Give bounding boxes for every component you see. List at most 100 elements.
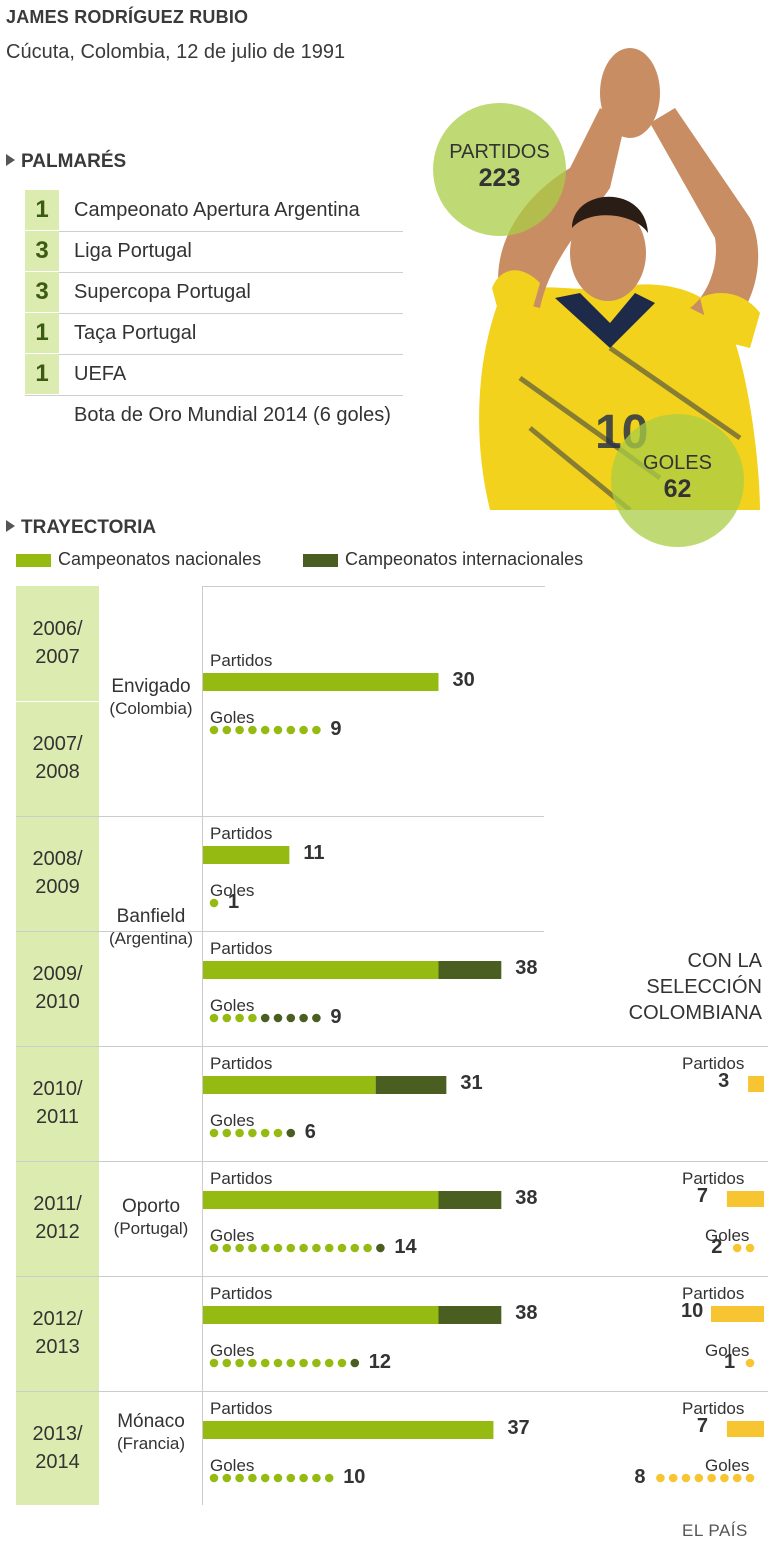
seleccion-goal-dot: [681, 1473, 691, 1483]
goal-dot-national: [337, 1358, 347, 1368]
season-label-line: 2011: [35, 1106, 79, 1128]
season-label-line: 2010: [35, 991, 80, 1013]
season-label: 2013/2014: [16, 1420, 99, 1476]
seleccion-partidos-label: Partidos: [682, 1169, 745, 1188]
total-goles-value: 62: [663, 475, 692, 503]
trayectoria-title: TRAYECTORIA: [6, 517, 156, 539]
palmares-title: PALMARÉS: [6, 151, 126, 173]
seleccion-partidos-label: Partidos: [682, 1399, 745, 1418]
goles-value: 9: [330, 1006, 342, 1028]
seleccion-goles-value: 8: [634, 1466, 646, 1488]
legend-national-label: Campeonatos nacionales: [58, 549, 262, 569]
total-partidos-label: PARTIDOS: [449, 141, 550, 163]
palmares-item: 3 Liga Portugal: [25, 231, 403, 273]
goal-dot-national: [260, 1473, 270, 1483]
palmares-title-text: PALMARÉS: [21, 151, 127, 172]
goles-label: Goles: [210, 881, 255, 900]
goal-dot-national: [312, 1358, 321, 1368]
goal-dot-national: [273, 1128, 283, 1138]
partidos-bar-national: [203, 1076, 376, 1094]
season-label-line: 2006/: [32, 618, 83, 640]
partidos-bar-international: [438, 961, 502, 979]
partidos-bar-national: [203, 1421, 494, 1439]
goal-dot-national: [312, 1243, 321, 1253]
season-label-line: 2014: [35, 1451, 80, 1473]
seleccion-partidos-bar: [726, 1191, 764, 1207]
seleccion-title-line: SELECCIÓN: [646, 976, 762, 998]
season-label: 2010/2011: [16, 1075, 99, 1131]
season-label: 2009/2010: [16, 960, 99, 1016]
seleccion-partidos-bar: [748, 1076, 764, 1092]
palmares-count: 3: [25, 231, 59, 271]
player-photo: 10: [479, 48, 760, 510]
club-name: Mónaco (Francia): [96, 1411, 206, 1455]
goal-dot-national: [363, 1243, 372, 1253]
partidos-bar-national: [203, 1306, 439, 1324]
seleccion-partidos-bar: [726, 1421, 764, 1437]
season-separator: [16, 701, 99, 702]
goal-dot-national: [324, 1473, 334, 1483]
seleccion-partidos-bar: [711, 1306, 764, 1322]
seleccion-goles-label: Goles: [705, 1226, 750, 1245]
total-partidos-circle: PARTIDOS 223: [433, 103, 566, 236]
goal-dot-international: [286, 1128, 296, 1138]
goal-dot-international: [376, 1243, 385, 1253]
legend-national-swatch: [16, 554, 51, 567]
palmares-title-item: Liga Portugal: [74, 240, 192, 262]
partidos-label: Partidos: [210, 939, 273, 958]
seleccion-partidos-value: 7: [696, 1415, 709, 1437]
goal-dot-national: [286, 1473, 296, 1483]
partidos-value: 38: [515, 1187, 538, 1209]
partidos-label: Partidos: [210, 824, 273, 843]
seleccion-goles-value: 1: [724, 1351, 736, 1373]
palmares-title-item: UEFA: [74, 363, 127, 385]
bullet-triangle-icon: [6, 520, 15, 532]
club-country-text: (Francia): [116, 1434, 185, 1453]
goles-label: Goles: [210, 1456, 255, 1475]
goal-dot-national: [299, 1358, 308, 1368]
goal-dot-national: [273, 1243, 283, 1253]
goal-dot-national: [273, 1358, 283, 1368]
goal-dot-national: [286, 725, 296, 735]
seleccion-partidos-label: Partidos: [682, 1284, 745, 1303]
seleccion-title-line: COLOMBIANA: [628, 1002, 762, 1024]
goal-dot-national: [324, 1243, 334, 1253]
partidos-value: 31: [460, 1072, 483, 1094]
palmares-title-item: Campeonato Apertura Argentina: [74, 199, 360, 221]
legend-international-label: Campeonatos internacionales: [345, 549, 584, 569]
club-name-text: Banfield: [116, 906, 186, 927]
goles-label: Goles: [210, 996, 255, 1015]
season-label-line: 2012/: [32, 1308, 83, 1330]
season-label-line: 2008: [35, 761, 80, 783]
season-column: [16, 586, 99, 1505]
goal-dot-national: [299, 725, 308, 735]
goles-value: 14: [394, 1236, 417, 1258]
goles-label: Goles: [210, 1111, 255, 1130]
palmares-count: 1: [25, 190, 59, 230]
partidos-label: Partidos: [210, 1169, 273, 1188]
season-label-line: 2013: [35, 1336, 80, 1358]
golden-boot-award: Bota de Oro Mundial 2014 (6 goles): [74, 404, 391, 426]
source-credit: EL PAÍS: [682, 1521, 748, 1540]
club-country-text: (Colombia): [109, 699, 193, 718]
row-separator: [16, 816, 544, 817]
palmares-count: 1: [25, 313, 59, 353]
goal-dot-international: [286, 1013, 296, 1023]
season-label: 2011/2012: [16, 1190, 99, 1246]
partidos-label: Partidos: [210, 1284, 273, 1303]
season-label-line: 2012: [35, 1221, 80, 1243]
seleccion-goal-dot: [668, 1473, 678, 1483]
goal-dot-national: [273, 1473, 283, 1483]
goal-dot-national: [312, 1473, 321, 1483]
goal-dot-national: [337, 1243, 347, 1253]
bullet-triangle-icon: [6, 154, 15, 166]
goal-dot-national: [286, 1243, 296, 1253]
row-separator: [16, 1391, 768, 1392]
goal-dot-national: [260, 1358, 270, 1368]
season-label: 2012/2013: [16, 1305, 99, 1361]
season-label-line: 2011/: [33, 1193, 82, 1215]
club-country-text: (Portugal): [113, 1219, 189, 1238]
seleccion-partidos-label: Partidos: [682, 1054, 745, 1073]
season-label-line: 2009: [35, 876, 80, 898]
partidos-label: Partidos: [210, 651, 273, 670]
